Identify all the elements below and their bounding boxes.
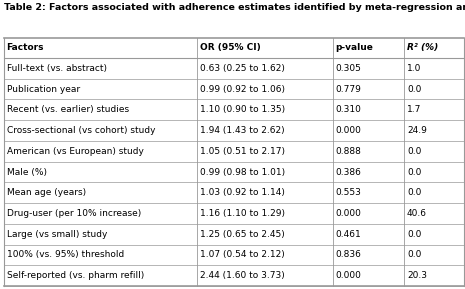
Text: 0.305: 0.305 bbox=[336, 64, 361, 73]
Text: OR (95% CI): OR (95% CI) bbox=[200, 43, 260, 52]
Text: p-value: p-value bbox=[336, 43, 373, 52]
Text: 0.0: 0.0 bbox=[407, 188, 421, 197]
Text: Self-reported (vs. pharm refill): Self-reported (vs. pharm refill) bbox=[7, 271, 144, 280]
Text: 0.0: 0.0 bbox=[407, 85, 421, 94]
Text: 0.99 (0.92 to 1.06): 0.99 (0.92 to 1.06) bbox=[200, 85, 285, 94]
Text: 1.0: 1.0 bbox=[407, 64, 421, 73]
Text: 40.6: 40.6 bbox=[407, 209, 427, 218]
Text: Mean age (years): Mean age (years) bbox=[7, 188, 86, 197]
Text: R² (%): R² (%) bbox=[407, 43, 438, 52]
Text: Cross-sectional (vs cohort) study: Cross-sectional (vs cohort) study bbox=[7, 126, 155, 135]
Text: 0.000: 0.000 bbox=[336, 209, 361, 218]
Text: 0.63 (0.25 to 1.62): 0.63 (0.25 to 1.62) bbox=[200, 64, 285, 73]
Text: 24.9: 24.9 bbox=[407, 126, 427, 135]
Text: 0.000: 0.000 bbox=[336, 271, 361, 280]
Text: 0.888: 0.888 bbox=[336, 147, 361, 156]
Text: Table 2: Factors associated with adherence estimates identified by meta-regressi: Table 2: Factors associated with adheren… bbox=[4, 3, 465, 12]
Text: 0.461: 0.461 bbox=[336, 230, 361, 239]
Text: 1.7: 1.7 bbox=[407, 105, 421, 114]
Text: Recent (vs. earlier) studies: Recent (vs. earlier) studies bbox=[7, 105, 129, 114]
Text: 1.16 (1.10 to 1.29): 1.16 (1.10 to 1.29) bbox=[200, 209, 285, 218]
Text: 0.000: 0.000 bbox=[336, 126, 361, 135]
Text: 2.44 (1.60 to 3.73): 2.44 (1.60 to 3.73) bbox=[200, 271, 285, 280]
Text: 0.0: 0.0 bbox=[407, 168, 421, 177]
Text: 0.386: 0.386 bbox=[336, 168, 361, 177]
Text: 100% (vs. 95%) threshold: 100% (vs. 95%) threshold bbox=[7, 251, 124, 260]
Text: 0.310: 0.310 bbox=[336, 105, 361, 114]
Text: Publication year: Publication year bbox=[7, 85, 80, 94]
Text: 1.05 (0.51 to 2.17): 1.05 (0.51 to 2.17) bbox=[200, 147, 285, 156]
Text: Male (%): Male (%) bbox=[7, 168, 46, 177]
Text: Drug-user (per 10% increase): Drug-user (per 10% increase) bbox=[7, 209, 141, 218]
Text: 1.07 (0.54 to 2.12): 1.07 (0.54 to 2.12) bbox=[200, 251, 285, 260]
Text: Factors: Factors bbox=[7, 43, 44, 52]
Text: 0.0: 0.0 bbox=[407, 230, 421, 239]
Text: 1.10 (0.90 to 1.35): 1.10 (0.90 to 1.35) bbox=[200, 105, 285, 114]
Text: 1.94 (1.43 to 2.62): 1.94 (1.43 to 2.62) bbox=[200, 126, 285, 135]
Text: 1.25 (0.65 to 2.45): 1.25 (0.65 to 2.45) bbox=[200, 230, 285, 239]
Text: 0.0: 0.0 bbox=[407, 147, 421, 156]
Text: 0.99 (0.98 to 1.01): 0.99 (0.98 to 1.01) bbox=[200, 168, 285, 177]
Text: Full-text (vs. abstract): Full-text (vs. abstract) bbox=[7, 64, 106, 73]
Text: American (vs European) study: American (vs European) study bbox=[7, 147, 143, 156]
Text: 0.553: 0.553 bbox=[336, 188, 361, 197]
Text: 0.0: 0.0 bbox=[407, 251, 421, 260]
Text: 1.03 (0.92 to 1.14): 1.03 (0.92 to 1.14) bbox=[200, 188, 285, 197]
Text: Large (vs small) study: Large (vs small) study bbox=[7, 230, 107, 239]
Text: 20.3: 20.3 bbox=[407, 271, 427, 280]
Text: 0.779: 0.779 bbox=[336, 85, 361, 94]
Text: 0.836: 0.836 bbox=[336, 251, 361, 260]
